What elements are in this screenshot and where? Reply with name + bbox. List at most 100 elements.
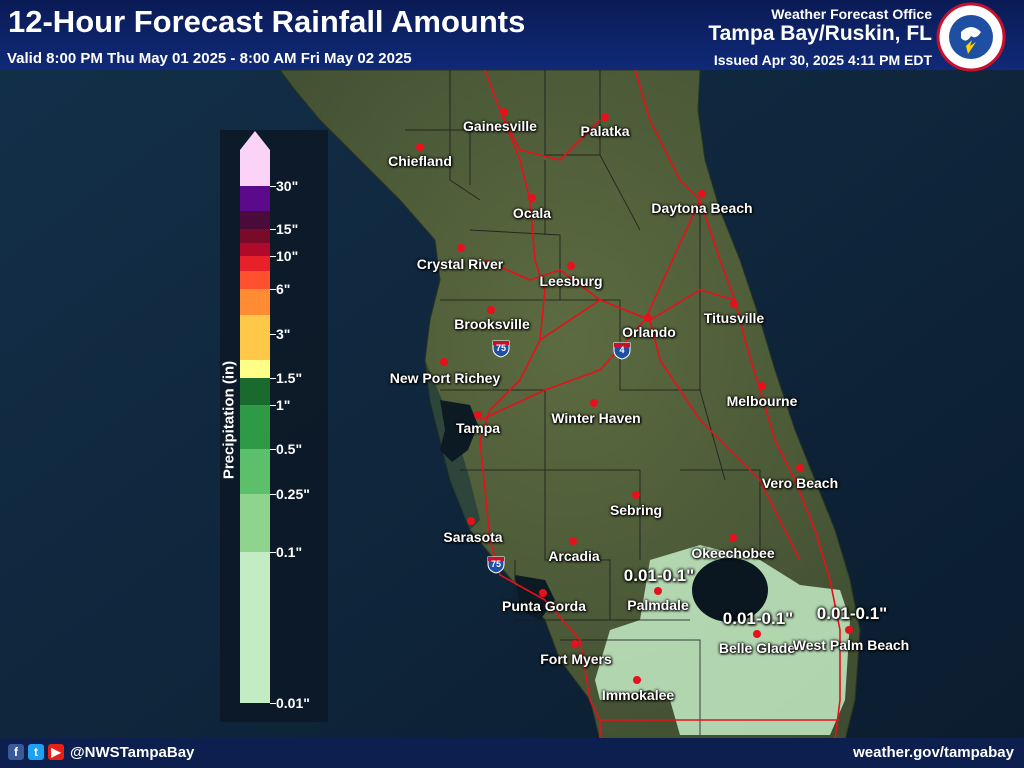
legend-tick-label: 10": [276, 248, 299, 264]
legend-panel: [220, 130, 328, 722]
legend-tick-mark: [270, 378, 276, 379]
city-label: Chiefland: [388, 153, 452, 169]
legend-swatch-5: [240, 256, 270, 271]
legend-swatch-11: [240, 378, 270, 405]
city-label: Sarasota: [443, 529, 503, 545]
legend-tick-label: 0.5": [276, 441, 303, 457]
twitter-icon[interactable]: t: [28, 744, 44, 760]
office-label: Weather Forecast Office: [771, 6, 932, 22]
city-dot: [845, 626, 853, 634]
city-label: Winter Haven: [551, 410, 641, 426]
valid-period: Valid 8:00 PM Thu May 01 2025 - 8:00 AM …: [7, 50, 412, 67]
city-label: Arcadia: [548, 548, 600, 564]
footer-bar: f t ▶ @NWSTampaBay weather.gov/tampabay: [0, 738, 1024, 768]
nws-logo-icon: [936, 2, 1006, 72]
interstate-shield-icon: 75: [491, 338, 511, 358]
city-dot: [487, 306, 495, 314]
city-dot: [758, 382, 766, 390]
city-dot: [528, 194, 536, 202]
city-dot: [440, 358, 448, 366]
city-dot: [500, 108, 508, 116]
charlotte-harbor: [515, 575, 555, 620]
city-dot: [633, 676, 641, 684]
city-label: West Palm Beach: [792, 637, 910, 653]
legend-tick-mark: [270, 229, 276, 230]
legend-tick-mark: [270, 186, 276, 187]
city-dot: [729, 534, 737, 542]
legend-tick-mark: [270, 405, 276, 406]
city-label: Daytona Beach: [651, 200, 753, 216]
city-dot: [644, 314, 652, 322]
legend-tick-mark: [270, 703, 276, 704]
city-dot: [654, 587, 662, 595]
legend-tick-mark: [270, 334, 276, 335]
city-dot: [590, 399, 598, 407]
legend-tick-label: 0.01": [276, 695, 310, 711]
city-dot: [753, 630, 761, 638]
city-label: Gainesville: [463, 118, 537, 134]
shield-number: 75: [490, 559, 501, 569]
city-dot: [601, 113, 609, 121]
legend-tick-label: 0.1": [276, 544, 303, 560]
city-label: Titusville: [703, 310, 765, 326]
legend-tick-label: 0.25": [276, 486, 310, 502]
city-label: Melbourne: [726, 393, 798, 409]
legend-tick-mark: [270, 449, 276, 450]
city-dot: [474, 411, 482, 419]
city-label: Leesburg: [539, 273, 603, 289]
facebook-icon[interactable]: f: [8, 744, 24, 760]
legend-swatch-8: [240, 315, 270, 334]
city-dot: [632, 491, 640, 499]
interstate-shield-icon: 4: [612, 340, 632, 360]
office-name: Tampa Bay/Ruskin, FL: [708, 22, 932, 45]
city-label: New Port Richey: [389, 370, 501, 386]
tampa-bay: [440, 400, 478, 462]
youtube-icon[interactable]: ▶: [48, 744, 64, 760]
city-label: Crystal River: [416, 256, 504, 272]
rain-amount-label: 0.01-0.1": [816, 604, 888, 623]
city-dot: [796, 464, 804, 472]
legend-swatch-13: [240, 449, 270, 494]
shield-number: 4: [619, 345, 625, 355]
interstate-shield-icon: 75: [486, 554, 506, 574]
city-dot: [467, 517, 475, 525]
city-dot: [416, 143, 424, 151]
legend-swatch-0: [240, 150, 270, 186]
city-label: Okeechobee: [691, 545, 775, 561]
legend-label: Precipitation (in): [220, 360, 238, 480]
city-dot: [567, 262, 575, 270]
legend-tick-mark: [270, 256, 276, 257]
legend-swatch-15: [240, 552, 270, 703]
website-link[interactable]: weather.gov/tampabay: [853, 744, 1014, 761]
legend-arrow: [240, 131, 270, 150]
shield-number: 75: [495, 343, 506, 353]
legend-swatch-14: [240, 494, 270, 552]
city-label: Orlando: [622, 324, 676, 340]
legend-swatch-1: [240, 186, 270, 211]
issued-time: Issued Apr 30, 2025 4:11 PM EDT: [713, 52, 932, 68]
social-handle[interactable]: @NWSTampaBay: [70, 744, 195, 761]
city-dot: [539, 589, 547, 597]
header-bar: 12-Hour Forecast Rainfall Amounts Valid …: [0, 0, 1024, 72]
highways: [479, 69, 841, 741]
map-title: 12-Hour Forecast Rainfall Amounts: [8, 4, 526, 39]
legend-swatch-12: [240, 405, 270, 449]
city-label: Tampa: [455, 420, 501, 436]
rain-amount-label: 0.01-0.1": [623, 566, 695, 585]
lake-okeechobee: [692, 558, 768, 622]
legend-swatch-3: [240, 229, 270, 243]
legend-tick-label: 6": [276, 281, 291, 297]
legend-swatch-2: [240, 211, 270, 229]
legend-tick-label: 3": [276, 326, 291, 342]
city-label: Belle Glade: [718, 640, 796, 656]
legend-tick-label: 30": [276, 178, 299, 194]
city-label: Ocala: [512, 205, 552, 221]
city-label: Vero Beach: [761, 475, 839, 491]
city-dot: [730, 300, 738, 308]
city-dot: [457, 244, 465, 252]
city-label: Brooksville: [454, 316, 530, 332]
legend-swatch-4: [240, 243, 270, 256]
